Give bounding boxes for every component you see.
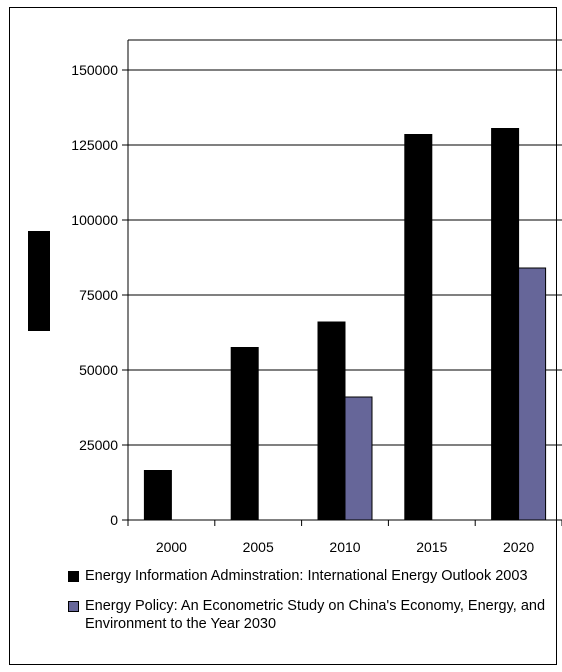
bar-series-1-2000 xyxy=(143,470,172,521)
y-tick-label: 75000 xyxy=(79,287,118,303)
y-tick-label: 125000 xyxy=(71,137,118,153)
x-tick-label: 2000 xyxy=(156,539,187,555)
x-tick-label: 2015 xyxy=(416,539,447,555)
bar-series-1-2010 xyxy=(317,321,346,521)
legend-label-series-1: Energy Information Adminstration: Intern… xyxy=(85,568,528,584)
legend-swatch-series-1 xyxy=(68,571,79,582)
legend-label-series-2: Energy Policy: An Econometric Study on C… xyxy=(85,598,546,632)
chart-frame xyxy=(9,7,557,665)
y-tick-label: 25000 xyxy=(79,437,118,453)
y-axis-label-block xyxy=(28,231,50,331)
x-tick-labels: 2000 2005 2010 2015 2020 xyxy=(156,539,535,555)
y-tick-label: 0 xyxy=(110,512,118,528)
bar-series-2-2020 xyxy=(518,267,547,521)
legend-item-series-1: Energy Information Adminstration: Intern… xyxy=(68,567,558,585)
y-tick-label: 150000 xyxy=(71,62,118,78)
bar-series-1-2020 xyxy=(491,128,520,521)
x-tick-label: 2010 xyxy=(329,539,360,555)
legend: Energy Information Adminstration: Intern… xyxy=(68,567,558,645)
y-tick-label: 50000 xyxy=(79,362,118,378)
bars xyxy=(143,128,547,521)
axes xyxy=(122,39,562,526)
y-tick-label: 100000 xyxy=(71,212,118,228)
bar-series-2-2010 xyxy=(344,396,373,521)
y-tick-labels: 0 25000 50000 75000 100000 125000 150000 xyxy=(71,62,118,528)
legend-item-series-2: Energy Policy: An Econometric Study on C… xyxy=(68,597,558,633)
bar-series-1-2015 xyxy=(404,134,433,521)
x-tick-label: 2020 xyxy=(503,539,534,555)
legend-swatch-series-2 xyxy=(68,601,79,612)
x-tick-label: 2005 xyxy=(243,539,274,555)
bar-series-1-2005 xyxy=(230,347,259,521)
